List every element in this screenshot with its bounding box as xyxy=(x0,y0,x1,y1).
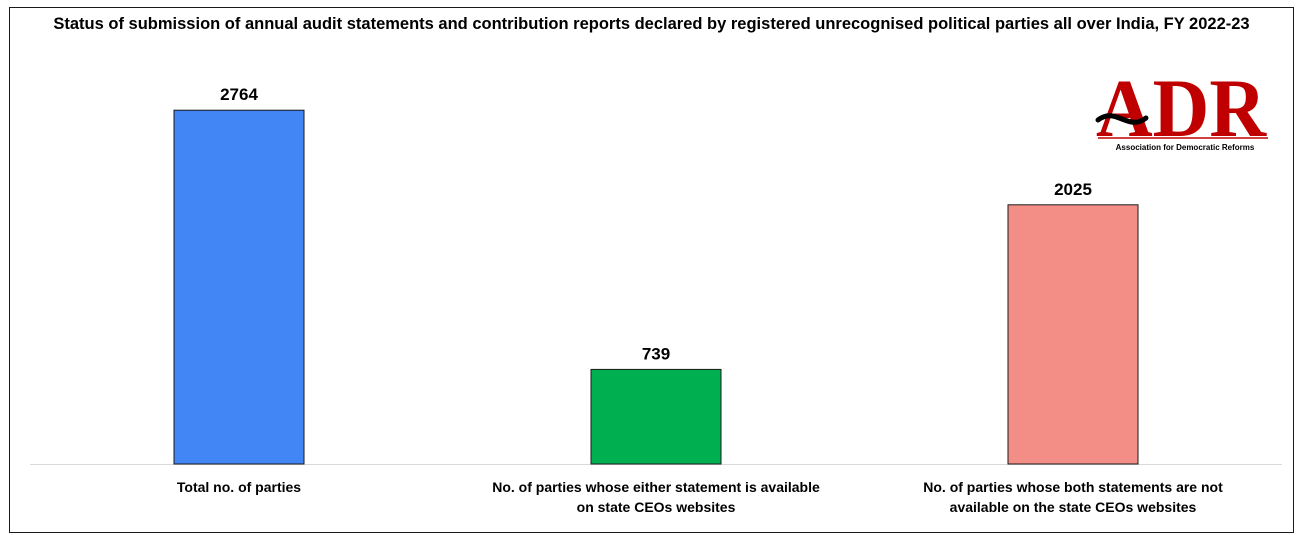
category-label-1: Total no. of parties xyxy=(177,479,301,495)
data-label-1: 2764 xyxy=(220,85,258,104)
category-label-3: No. of parties whose both statements are… xyxy=(923,479,1223,515)
category-label-line: No. of parties whose both statements are… xyxy=(923,479,1223,495)
data-label-3: 2025 xyxy=(1054,180,1092,199)
category-label-line: on state CEOs websites xyxy=(577,499,736,515)
adr-logo-mark: ADR xyxy=(1096,66,1267,154)
logo-swoosh-icon xyxy=(1095,113,1149,125)
category-label-2: No. of parties whose either statement is… xyxy=(492,479,820,515)
bar-1 xyxy=(173,109,305,465)
category-label-line: available on the state CEOs websites xyxy=(950,499,1197,515)
bar-3 xyxy=(1007,204,1139,465)
category-label-line: No. of parties whose either statement is… xyxy=(492,479,820,495)
adr-logo-tagline: Association for Democratic Reforms xyxy=(1116,143,1255,152)
category-label-line: Total no. of parties xyxy=(177,479,301,495)
bar-2 xyxy=(590,368,722,465)
adr-logo: ADR Association for Democratic Reforms xyxy=(1095,66,1268,154)
chart-title: Status of submission of annual audit sta… xyxy=(53,15,1250,33)
data-label-2: 739 xyxy=(642,344,670,363)
